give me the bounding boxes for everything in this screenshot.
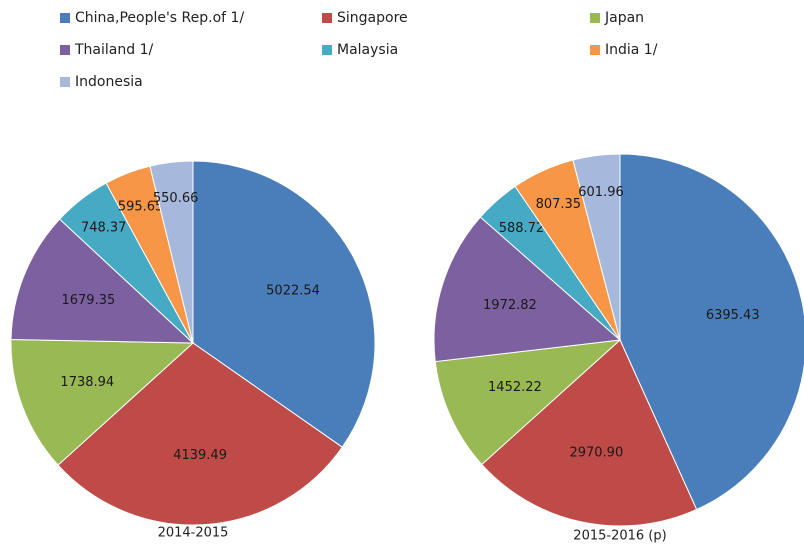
- pie-title: 2014-2015: [158, 526, 229, 541]
- slice-label: 550.66: [153, 191, 199, 206]
- legend-label: Singapore: [337, 10, 408, 26]
- pie-slice: [192, 160, 376, 448]
- pie-slice: [57, 342, 343, 526]
- pie-slice: [433, 216, 622, 363]
- slice-label: 5022.54: [266, 283, 320, 298]
- legend-swatch: [60, 77, 70, 87]
- pie-title: 2015-2016 (p): [573, 529, 666, 544]
- slice-label: 595.65: [118, 200, 164, 215]
- legend-swatch: [322, 45, 332, 55]
- pie-slice: [434, 339, 622, 466]
- slice-label: 807.35: [536, 197, 582, 212]
- slice-label: 1972.82: [483, 298, 537, 313]
- legend-swatch: [590, 13, 600, 23]
- pie-slice: [10, 338, 195, 466]
- legend-label: Indonesia: [75, 74, 143, 90]
- slice-label: 601.96: [578, 185, 624, 200]
- slice-label: 4139.49: [173, 448, 227, 463]
- legend-swatch: [60, 13, 70, 23]
- pie-slice: [10, 218, 195, 344]
- legend-label: China,People's Rep.of 1/: [75, 10, 244, 26]
- pie-slice: [572, 153, 621, 341]
- slice-label: 1452.22: [488, 380, 542, 395]
- slice-label: 748.37: [81, 220, 127, 235]
- slice-label: 2970.90: [569, 445, 623, 460]
- legend-swatch: [590, 45, 600, 55]
- legend-swatch: [322, 13, 332, 23]
- pie-slice: [481, 339, 698, 527]
- legend-label: Malaysia: [337, 42, 398, 58]
- legend-label: Japan: [604, 10, 644, 26]
- legend-label: Thailand 1/: [74, 42, 153, 58]
- slice-label: 6395.43: [706, 308, 760, 323]
- slice-label: 1679.35: [61, 293, 115, 308]
- legend-label: India 1/: [605, 42, 658, 58]
- pie-slice: [619, 153, 804, 511]
- legend-swatch: [60, 45, 70, 55]
- pie-slice: [149, 160, 194, 344]
- slice-label: 1738.94: [60, 375, 114, 390]
- slice-label: 588.72: [499, 221, 545, 236]
